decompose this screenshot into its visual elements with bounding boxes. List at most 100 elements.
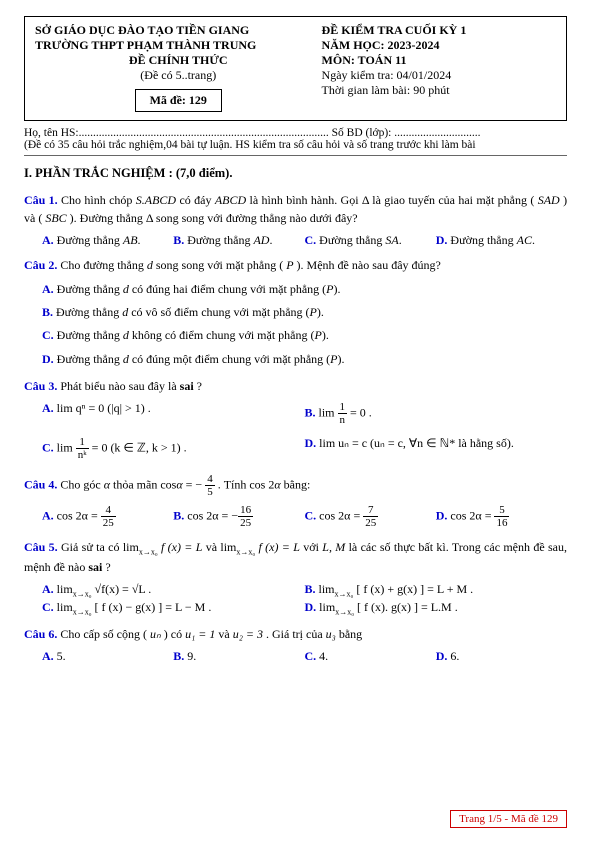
- exam-code-wrap: Mã đề: 129: [35, 83, 322, 112]
- header-box: SỞ GIÁO DỤC ĐÀO TẠO TIỀN GIANG TRƯỜNG TH…: [24, 16, 567, 121]
- frac: 45: [205, 473, 215, 498]
- opt-d: D.: [305, 436, 320, 450]
- opt-c: C.: [305, 233, 320, 247]
- opt-b: B.: [305, 405, 319, 419]
- q1-abcd: ABCD: [215, 193, 246, 207]
- q4-options: A. cos 2α = 425 B. cos 2α = −1625 C. cos…: [42, 504, 567, 529]
- q1-t2: có đáy: [179, 193, 214, 207]
- q5-label: Câu 5.: [24, 540, 58, 554]
- school: TRƯỜNG THPT PHẠM THÀNH TRUNG: [35, 38, 322, 53]
- pages: (Đề có 5..trang): [35, 68, 322, 83]
- q1-optA: A. Đường thẳng AB.: [42, 233, 173, 248]
- q1-optD: D. Đường thẳng AC.: [436, 233, 567, 248]
- q3-optD: D. lim uₙ = c (uₙ = c, ∀n ∈ ℕ* là hằng s…: [305, 436, 568, 461]
- opt-d: D.: [42, 352, 57, 366]
- q2-t1: Cho đường thẳng: [60, 258, 147, 272]
- q1-options: A. Đường thẳng AB. B. Đường thẳng AD. C.…: [42, 233, 567, 248]
- question-1: Câu 1. Cho hình chóp S.ABCD có đáy ABCD …: [24, 191, 567, 227]
- q2-optC: C. Đường thẳng d không có điểm chung với…: [42, 326, 567, 345]
- opt-a: A.: [42, 282, 57, 296]
- frac: 1n: [338, 401, 348, 426]
- q1-b-t: Đường thẳng: [187, 233, 253, 247]
- divider: [24, 155, 567, 156]
- header-row: SỞ GIÁO DỤC ĐÀO TẠO TIỀN GIANG TRƯỜNG TH…: [35, 23, 556, 112]
- exam-code: Mã đề: 129: [135, 89, 222, 112]
- q3-label: Câu 3.: [24, 379, 57, 393]
- q1-t3: là hình bình hành. Gọi Δ là giao tuyến c…: [250, 193, 535, 207]
- official: ĐỀ CHÍNH THỨC: [35, 53, 322, 68]
- q6-optD: D. 6.: [436, 649, 567, 664]
- q6-optB: B. 9.: [173, 649, 304, 664]
- exam-page: SỞ GIÁO DỤC ĐÀO TẠO TIỀN GIANG TRƯỜNG TH…: [0, 0, 591, 842]
- opt-a: A.: [42, 233, 57, 247]
- student-line: Họ, tên HS:.............................…: [24, 127, 567, 139]
- q1-optB: B. Đường thẳng AD.: [173, 233, 304, 248]
- q3-row2: C. lim 1nᵏ = 0 (k ∈ ℤ, k > 1) . D. lim u…: [42, 436, 567, 461]
- q3-sai: sai: [180, 379, 194, 393]
- q2-label: Câu 2.: [24, 258, 57, 272]
- q2-options: A. Đường thẳng d có đúng hai điểm chung …: [42, 280, 567, 369]
- q3-t2: ?: [197, 379, 202, 393]
- q1-sad: SAD: [538, 193, 560, 207]
- q3-a: lim qⁿ = 0 (|q| > 1) .: [57, 401, 151, 415]
- q1-sabcd: S.ABCD: [136, 193, 176, 207]
- q2-p: P: [286, 258, 293, 272]
- question-6: Câu 6. Cho cấp số cộng ( uₙ ) có u₁ = 1 …: [24, 625, 567, 643]
- opt-c: C.: [42, 440, 57, 454]
- q6-optC: C. 4.: [305, 649, 436, 664]
- question-4: Câu 4. Cho góc α thỏa mãn cosα = − 45 . …: [24, 473, 567, 498]
- q3-row1: A. lim qⁿ = 0 (|q| > 1) . B. lim 1n = 0 …: [42, 401, 567, 426]
- q1-sbc: SBC: [45, 211, 66, 225]
- q5-optC: C. limx→x₀ [ f (x) − g(x) ] = L − M .: [42, 600, 305, 616]
- q5-row2: C. limx→x₀ [ f (x) − g(x) ] = L − M . D.…: [42, 600, 567, 616]
- q4-optC: C. cos 2α = 725: [305, 504, 436, 529]
- q1-label: Câu 1.: [24, 193, 58, 207]
- q5-optD: D. limx→x₀ [ f (x). g(x) ] = L.M .: [305, 600, 568, 616]
- q2-optD: D. Đường thẳng d có đúng một điểm chung …: [42, 350, 567, 369]
- q1-sa: SA: [385, 233, 398, 247]
- q5-row1: A. limx→x₀ √f(x) = √L . B. limx→x₀ [ f (…: [42, 582, 567, 598]
- opt-b: B.: [42, 305, 56, 319]
- q1-ad: AD: [253, 233, 269, 247]
- q6-label: Câu 6.: [24, 627, 57, 641]
- dept: SỞ GIÁO DỤC ĐÀO TẠO TIỀN GIANG: [35, 23, 322, 38]
- q3-t: Phát biểu nào sau đây là: [60, 379, 179, 393]
- q4-optD: D. cos 2α = 516: [436, 504, 567, 529]
- note-line: (Đề có 35 câu hỏi trắc nghiệm,04 bài tự …: [24, 139, 567, 151]
- q1-t5: ). Đường thẳng Δ song song với đường thẳ…: [70, 211, 358, 225]
- q2-d: d: [147, 258, 153, 272]
- header-right: ĐỀ KIỂM TRA CUỐI KỲ 1 NĂM HỌC: 2023-2024…: [322, 23, 556, 112]
- q3-d: lim uₙ = c (uₙ = c, ∀n ∈ ℕ* là hằng số).: [319, 436, 514, 450]
- date: Ngày kiểm tra: 04/01/2024: [322, 68, 556, 83]
- q4-optA: A. cos 2α = 425: [42, 504, 173, 529]
- opt-d: D.: [436, 233, 451, 247]
- q1-d-t: Đường thẳng: [450, 233, 516, 247]
- q2-optB: B. Đường thẳng d có vô số điểm chung với…: [42, 303, 567, 322]
- year: NĂM HỌC: 2023-2024: [322, 38, 556, 53]
- q1-ab: AB: [123, 233, 138, 247]
- q1-t1: Cho hình chóp: [61, 193, 136, 207]
- frac: 1nᵏ: [76, 436, 89, 461]
- question-5: Câu 5. Giả sử ta có limx→x₀ f (x) = L và…: [24, 538, 567, 576]
- q3-optA: A. lim qⁿ = 0 (|q| > 1) .: [42, 401, 305, 426]
- section-i-title: I. PHẦN TRẮC NGHIỆM : (7,0 điểm).: [24, 166, 567, 181]
- q2-t3: ). Mệnh đề nào sau đây đúng?: [297, 258, 441, 272]
- q3-optC: C. lim 1nᵏ = 0 (k ∈ ℤ, k > 1) .: [42, 436, 305, 461]
- q1-c-t: Đường thẳng: [319, 233, 385, 247]
- q4-label: Câu 4.: [24, 477, 57, 491]
- duration: Thời gian làm bài: 90 phút: [322, 83, 556, 98]
- page-footer: Trang 1/5 - Mã đề 129: [450, 810, 567, 828]
- q3-optB: B. lim 1n = 0 .: [305, 401, 568, 426]
- opt-b: B.: [173, 233, 187, 247]
- q2-t2: song song với mặt phẳng (: [156, 258, 283, 272]
- q5-optA: A. limx→x₀ √f(x) = √L .: [42, 582, 305, 598]
- q5-optB: B. limx→x₀ [ f (x) + g(x) ] = L + M .: [305, 582, 568, 598]
- subject: MÔN: TOÁN 11: [322, 53, 556, 68]
- q1-optC: C. Đường thẳng SA.: [305, 233, 436, 248]
- q4-optB: B. cos 2α = −1625: [173, 504, 304, 529]
- q6-optA: A. 5.: [42, 649, 173, 664]
- opt-a: A.: [42, 401, 57, 415]
- question-2: Câu 2. Cho đường thẳng d song song với m…: [24, 256, 567, 274]
- q1-a-t: Đường thẳng: [57, 233, 123, 247]
- q2-optA: A. Đường thẳng d có đúng hai điểm chung …: [42, 280, 567, 299]
